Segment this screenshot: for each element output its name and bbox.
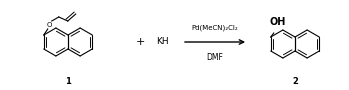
Text: O: O (47, 22, 52, 28)
Text: Pd(MeCN)₂Cl₂: Pd(MeCN)₂Cl₂ (192, 25, 238, 31)
Text: KH: KH (156, 38, 168, 47)
Text: +: + (135, 37, 145, 47)
Text: OH: OH (269, 17, 286, 27)
Text: 1: 1 (65, 77, 71, 86)
Text: DMF: DMF (207, 53, 223, 62)
Text: 2: 2 (292, 77, 298, 86)
